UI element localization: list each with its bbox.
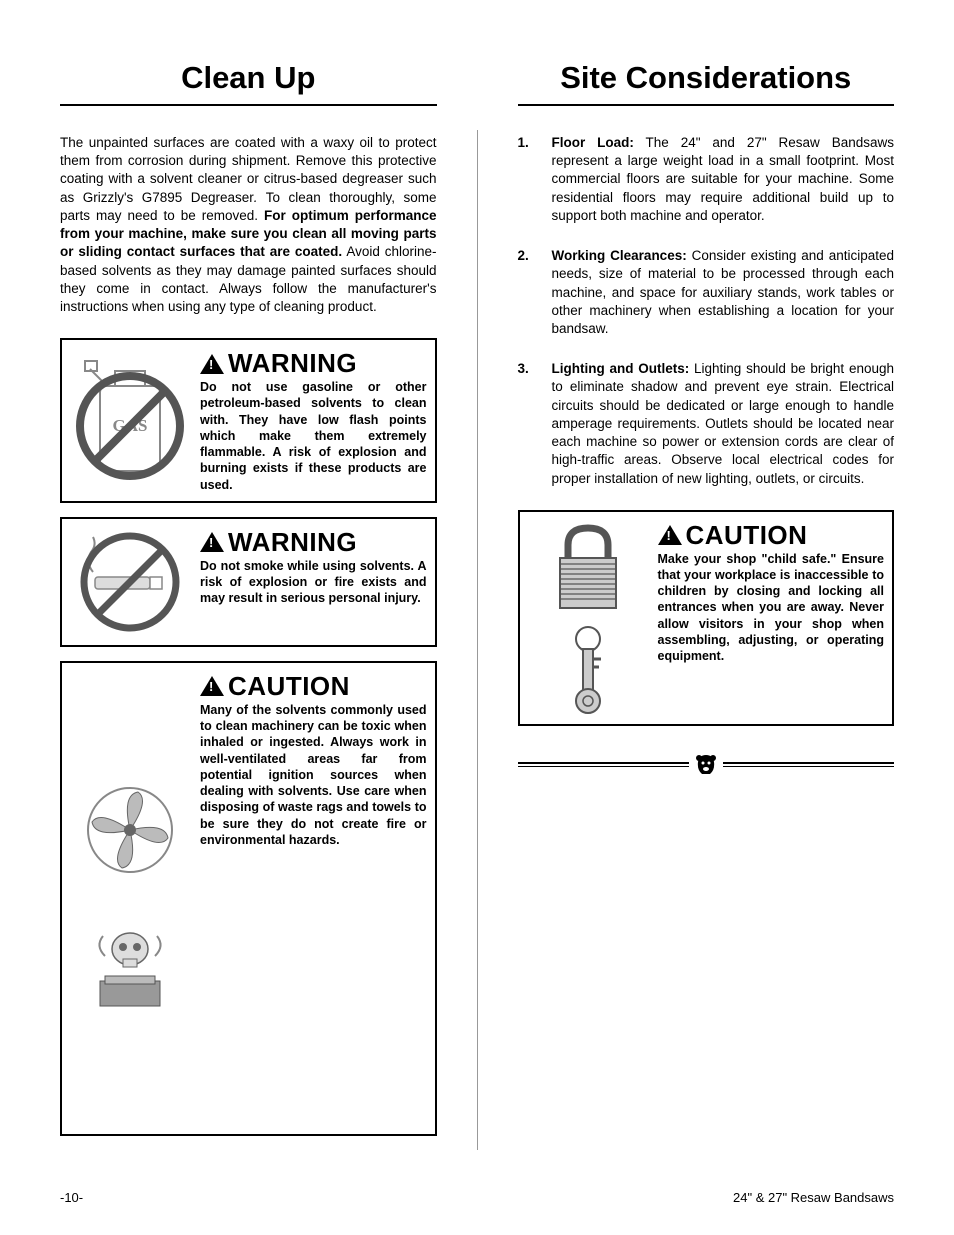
alert-triangle-icon xyxy=(200,354,224,374)
list-body: Floor Load: The 24" and 27" Resaw Bandsa… xyxy=(552,134,895,225)
list-number: 1. xyxy=(518,134,536,225)
right-column: Site Considerations 1. Floor Load: The 2… xyxy=(518,60,895,1150)
caution-heading: CAUTION xyxy=(658,520,885,551)
left-column: Clean Up The unpainted surfaces are coat… xyxy=(60,60,437,1150)
heading-site: Site Considerations xyxy=(518,60,895,106)
list-item: 3. Lighting and Outlets: Lighting should… xyxy=(518,360,895,488)
no-smoking-icon xyxy=(70,527,190,637)
warning-box-smoking: WARNING Do not smoke while using solvent… xyxy=(60,517,437,647)
caution-label: CAUTION xyxy=(228,671,350,702)
list-body: Lighting and Outlets: Lighting should be… xyxy=(552,360,895,488)
bear-logo-icon xyxy=(689,750,723,780)
document-title: 24" & 27" Resaw Bandsaws xyxy=(733,1190,894,1205)
warning-text: Do not smoke while using solvents. A ris… xyxy=(200,558,427,607)
list-title: Lighting and Outlets: xyxy=(552,361,690,376)
caution-body: CAUTION Make your shop "child safe." Ens… xyxy=(658,520,885,716)
list-title: Working Clearances: xyxy=(552,248,687,263)
list-number: 2. xyxy=(518,247,536,338)
alert-triangle-icon xyxy=(658,525,682,545)
list-text: Lighting should be bright enough to elim… xyxy=(552,361,895,485)
caution-box-childsafe: CAUTION Make your shop "child safe." Ens… xyxy=(518,510,895,726)
list-title: Floor Load: xyxy=(552,135,634,150)
alert-triangle-icon xyxy=(200,532,224,552)
caution-body: CAUTION Many of the solvents commonly us… xyxy=(200,671,427,1126)
list-item: 1. Floor Load: The 24" and 27" Resaw Ban… xyxy=(518,134,895,225)
caution-heading: CAUTION xyxy=(200,671,427,702)
alert-triangle-icon xyxy=(200,676,224,696)
warning-box-gasoline: GAS WARNING Do not use gasoline or other… xyxy=(60,338,437,503)
page-number: -10- xyxy=(60,1190,83,1205)
section-end-divider xyxy=(518,750,895,780)
warning-text: Do not use gasoline or other petroleum-b… xyxy=(200,379,427,493)
warning-heading: WARNING xyxy=(200,348,427,379)
caution-label: CAUTION xyxy=(686,520,808,551)
warning-label: WARNING xyxy=(228,527,357,558)
warning-body: WARNING Do not use gasoline or other pet… xyxy=(200,348,427,493)
warning-label: WARNING xyxy=(228,348,357,379)
warning-body: WARNING Do not smoke while using solvent… xyxy=(200,527,427,637)
caution-text: Make your shop "child safe." Ensure that… xyxy=(658,551,885,665)
caution-box-ventilation: CAUTION Many of the solvents commonly us… xyxy=(60,661,437,1136)
column-divider xyxy=(477,130,478,1150)
padlock-key-icon xyxy=(528,520,648,716)
intro-paragraph: The unpainted surfaces are coated with a… xyxy=(60,134,437,316)
list-body: Working Clearances: Consider existing an… xyxy=(552,247,895,338)
list-item: 2. Working Clearances: Consider existing… xyxy=(518,247,895,338)
gas-can-no-icon: GAS xyxy=(70,348,190,493)
caution-text: Many of the solvents commonly used to cl… xyxy=(200,702,427,848)
heading-cleanup: Clean Up xyxy=(60,60,437,106)
fan-skull-icon xyxy=(70,671,190,1126)
page-footer: -10- 24" & 27" Resaw Bandsaws xyxy=(60,1190,894,1205)
page-columns: Clean Up The unpainted surfaces are coat… xyxy=(60,60,894,1150)
warning-heading: WARNING xyxy=(200,527,427,558)
list-number: 3. xyxy=(518,360,536,488)
